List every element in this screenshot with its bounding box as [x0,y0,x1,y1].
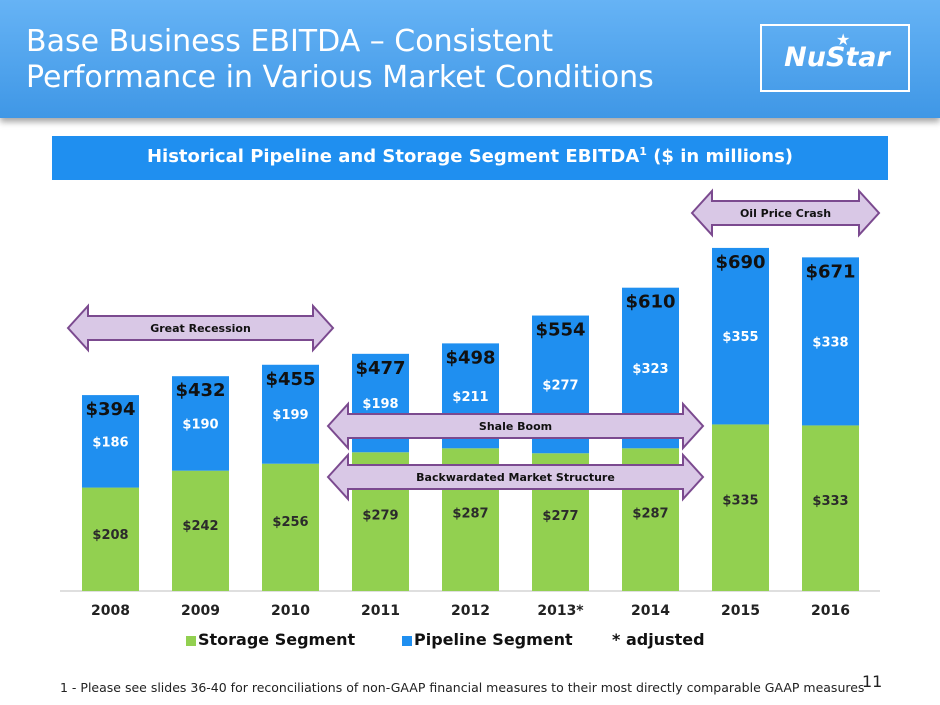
annotation-label: Backwardated Market Structure [416,471,615,484]
footnote: 1 - Please see slides 36-40 for reconcil… [60,680,865,695]
annotation-label: Oil Price Crash [740,207,831,220]
pipeline-bar [712,247,769,425]
x-tick-label: 2009 [181,603,220,619]
x-tick-label: 2016 [811,603,850,619]
total-value-label: $690 [715,252,765,273]
logo-text: NuStar [784,42,890,73]
storage-value-label: $242 [182,519,218,534]
pipeline-bar [802,257,859,426]
pipeline-value-label: $190 [182,417,218,432]
storage-bar [712,424,769,591]
total-value-label: $498 [445,347,495,368]
annotation-label: Shale Boom [479,420,552,433]
star-icon: ★ [836,32,851,49]
slide-title-line-1: Base Business EBITDA – Consistent [26,24,554,59]
chart-subtitle: Historical Pipeline and Storage Segment … [146,145,794,167]
storage-value-label: $335 [722,493,758,508]
storage-value-label: $256 [272,515,308,530]
x-tick-label: 2011 [361,603,400,619]
pipeline-value-label: $277 [542,378,578,393]
legend-storage-swatch [186,636,196,646]
x-tick-label: 2015 [721,603,760,619]
storage-value-label: $208 [92,528,128,543]
total-value-label: $610 [625,292,675,313]
x-tick-label: 2008 [91,603,130,619]
chart-subtitle-bar: Historical Pipeline and Storage Segment … [52,136,888,180]
annotation-arrow [690,188,881,238]
total-value-label: $671 [805,261,855,282]
storage-bar [802,425,859,591]
x-tick-label: 2013* [537,603,584,619]
legend-pipeline-swatch [402,636,412,646]
pipeline-value-label: $198 [362,397,398,412]
storage-value-label: $333 [812,494,848,509]
pipeline-value-label: $355 [722,330,758,345]
legend-pipeline-label: Pipeline Segment [414,630,573,649]
pipeline-value-label: $338 [812,335,848,350]
total-value-label: $432 [175,380,225,401]
storage-value-label: $287 [632,507,668,522]
legend-storage-label: Storage Segment [198,630,356,649]
storage-bar [262,463,319,591]
annotation-arrow [66,303,335,353]
x-tick-label: 2010 [271,603,310,619]
page-number: 11 [862,672,883,691]
pipeline-value-label: $211 [452,390,488,405]
legend-adjusted-note: * adjusted [612,630,705,649]
header-bar: Base Business EBITDA – Consistent Perfor… [0,0,940,118]
pipeline-bar [82,395,139,488]
nustar-logo: ★ NuStar [760,24,910,92]
x-tick-label: 2014 [631,603,670,619]
pipeline-value-label: $323 [632,362,668,377]
storage-value-label: $277 [542,509,578,524]
total-value-label: $455 [265,369,315,390]
annotation-arrow [326,452,705,502]
pipeline-bar [262,364,319,464]
pipeline-value-label: $186 [92,435,128,450]
storage-value-label: $279 [362,509,398,524]
x-tick-label: 2012 [451,603,490,619]
storage-bar [82,487,139,591]
total-value-label: $394 [85,399,135,420]
pipeline-value-label: $199 [272,408,308,423]
total-value-label: $477 [355,358,405,379]
annotation-arrow [326,401,705,451]
annotation-label: Great Recession [150,322,251,335]
slide-title-line-2: Performance in Various Market Conditions [26,60,654,95]
storage-value-label: $287 [452,507,488,522]
pipeline-bar [172,376,229,471]
storage-bar [172,470,229,591]
total-value-label: $554 [535,320,585,341]
